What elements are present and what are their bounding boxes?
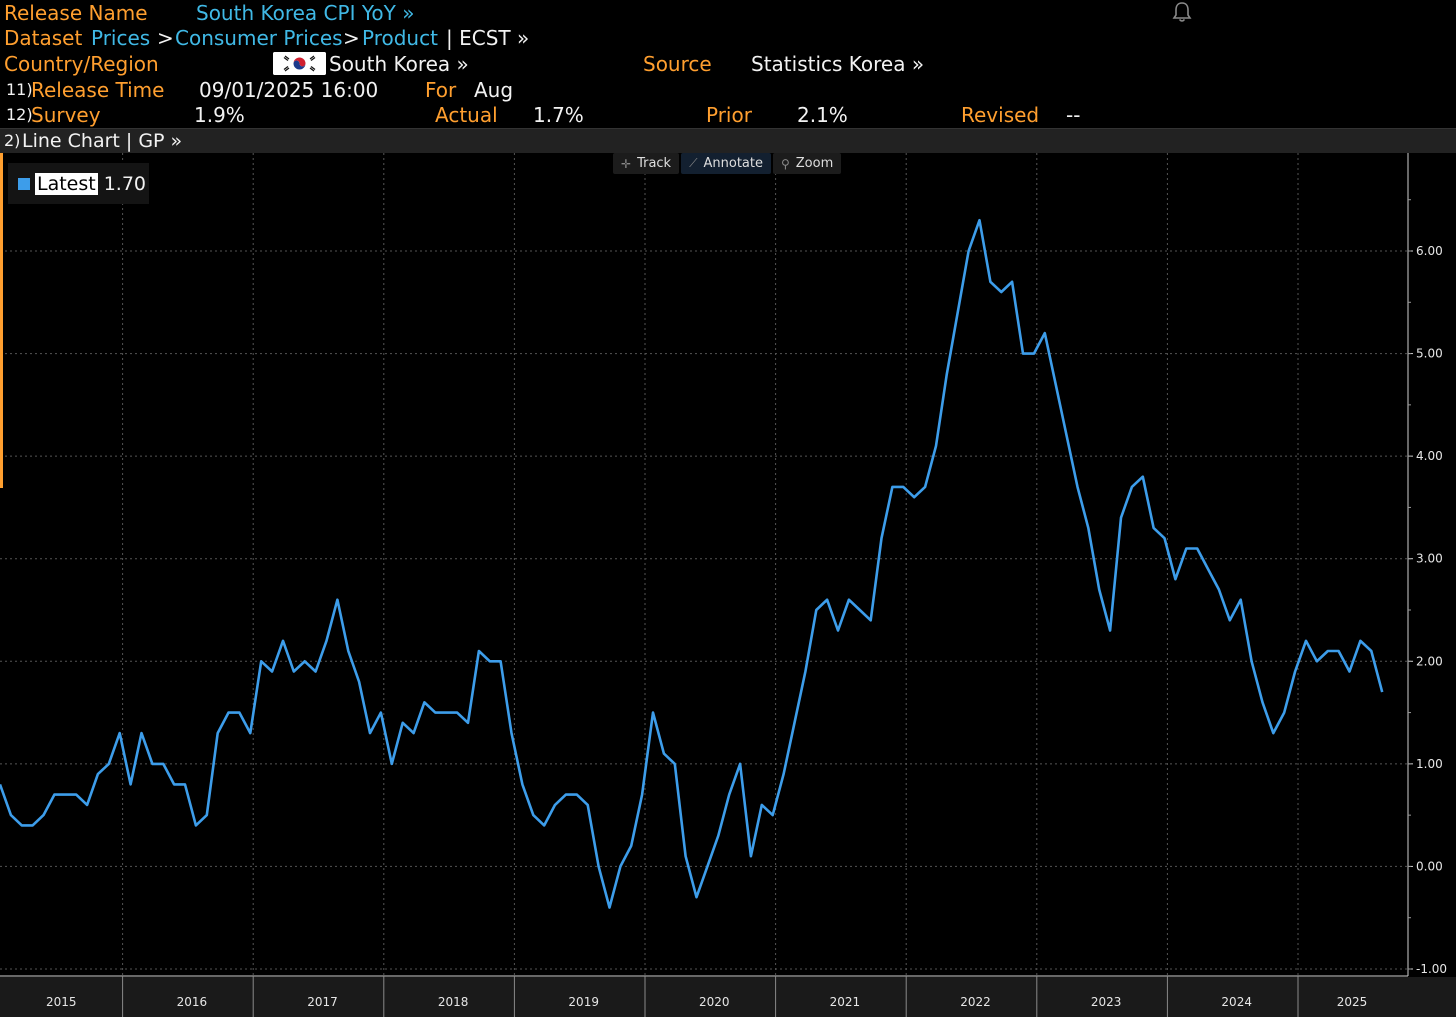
for-value: Aug (474, 78, 514, 102)
y-tick-label: 6.00 (1416, 244, 1443, 258)
x-tick-label: 2023 (1091, 995, 1122, 1009)
pencil-icon: ⟋ (689, 156, 698, 170)
survey-label[interactable]: Survey (31, 103, 101, 127)
x-axis-band (0, 977, 1456, 1017)
cpi-line-chart[interactable]: 6.00 5.00 4.00 3.00 2.00 1.00 0.00 -1.00 2015 201… (0, 153, 1456, 1017)
menu-number-2: 2) (4, 131, 21, 150)
y-tick-label: 1.00 (1416, 757, 1443, 771)
chart-legend[interactable]: Latest 1.70 (8, 163, 149, 204)
prior-label: Prior (706, 103, 752, 127)
breadcrumb-ecst[interactable]: | ECST » (446, 26, 530, 50)
header-row-country: Country/Region South Korea » Source Stat… (0, 51, 1456, 77)
track-button[interactable]: ✛ Track (613, 153, 680, 174)
x-tick-label: 2025 (1337, 995, 1368, 1009)
actual-label: Actual (435, 103, 498, 127)
magnifier-icon: ⚲ (780, 156, 790, 171)
x-tick-label: 2018 (438, 995, 469, 1009)
header-row-dataset: Dataset Prices > Consumer Prices > Produ… (0, 25, 1456, 51)
legend-value: 1.70 (103, 172, 147, 195)
x-tick-label: 2016 (177, 995, 208, 1009)
x-tick-label: 2021 (830, 995, 861, 1009)
y-tick-label: -1.00 (1416, 962, 1447, 976)
country-region-label: Country/Region (4, 52, 159, 76)
x-tick-label: 2017 (307, 995, 338, 1009)
chart-tab-bar: 2) Line Chart | GP » (0, 128, 1456, 153)
chart-left-accent (0, 153, 3, 488)
x-tick-label: 2019 (568, 995, 599, 1009)
country-value[interactable]: South Korea » (329, 52, 469, 76)
dataset-label: Dataset (4, 26, 83, 50)
header-row-release-name: Release Name South Korea CPI YoY » (0, 0, 1456, 26)
source-label: Source (643, 52, 712, 76)
line-chart-tab[interactable]: Line Chart | GP » (22, 130, 183, 152)
revised-label: Revised (961, 103, 1040, 127)
actual-value: 1.7% (533, 103, 584, 127)
y-tick-label: 3.00 (1416, 552, 1443, 566)
legend-label: Latest (35, 172, 98, 195)
breadcrumb-separator: > (157, 26, 174, 50)
prior-value: 2.1% (797, 103, 848, 127)
y-tick-label: 4.00 (1416, 449, 1443, 463)
zoom-label: Zoom (795, 156, 834, 171)
chart-toolbar: ✛ Track ⟋ Annotate ⚲ Zoom (613, 153, 842, 174)
revised-value: -- (1066, 103, 1081, 127)
release-name-link[interactable]: South Korea CPI YoY » (196, 1, 415, 25)
annotate-label: Annotate (703, 156, 763, 171)
breadcrumb-consumer-prices[interactable]: Consumer Prices (175, 26, 343, 50)
crosshair-icon: ✛ (621, 156, 632, 171)
release-time-value: 09/01/2025 16:00 (199, 78, 379, 102)
source-value[interactable]: Statistics Korea » (751, 52, 925, 76)
annotate-button[interactable]: ⟋ Annotate (681, 153, 771, 174)
header-row-survey: 12) Survey 1.9% Actual 1.7% Prior 2.1% R… (0, 102, 1456, 128)
south-korea-flag-icon (273, 52, 326, 75)
x-tick-label: 2024 (1221, 995, 1252, 1009)
menu-number-11: 11) (6, 80, 33, 99)
track-label: Track (637, 156, 672, 171)
y-tick-label: 5.00 (1416, 347, 1443, 361)
breadcrumb-prices[interactable]: Prices (91, 26, 151, 50)
survey-value: 1.9% (194, 103, 245, 127)
x-tick-label: 2022 (960, 995, 991, 1009)
bell-icon[interactable] (1170, 1, 1194, 23)
release-time-label[interactable]: Release Time (31, 78, 165, 102)
for-label: For (425, 78, 457, 102)
y-tick-label: 2.00 (1416, 654, 1443, 668)
menu-number-12: 12) (6, 105, 33, 124)
x-tick-label: 2015 (46, 995, 77, 1009)
chart-background (0, 153, 1456, 1017)
header-row-release-time: 11) Release Time 09/01/2025 16:00 For Au… (0, 77, 1456, 103)
breadcrumb-separator: > (343, 26, 360, 50)
release-name-label: Release Name (4, 1, 148, 25)
x-tick-label: 2020 (699, 995, 730, 1009)
y-tick-label: 0.00 (1416, 859, 1443, 873)
breadcrumb-product[interactable]: Product (362, 26, 438, 50)
legend-swatch (18, 177, 30, 190)
series-line (0, 218, 1384, 909)
zoom-button[interactable]: ⚲ Zoom (772, 153, 842, 174)
